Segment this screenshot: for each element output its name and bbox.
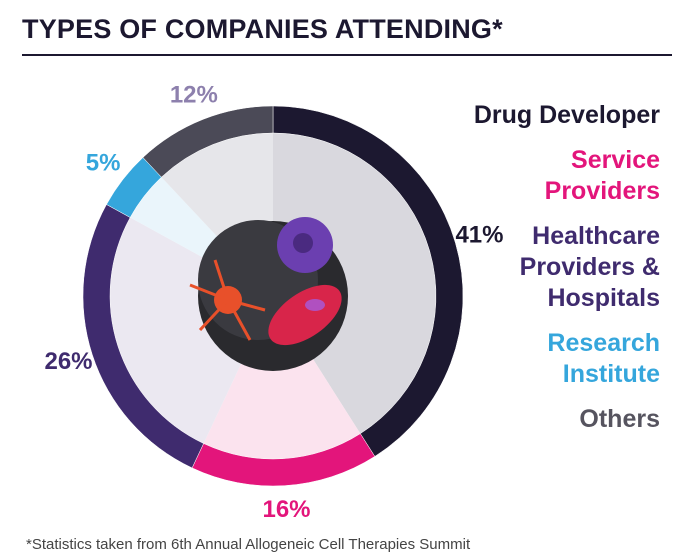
value-label: 41% — [455, 221, 503, 248]
legend: Drug Developer Service Providers Healthcar… — [460, 100, 660, 449]
value-label: 26% — [44, 348, 92, 375]
value-label: 5% — [86, 150, 121, 177]
legend-entry: Service Providers — [544, 146, 660, 205]
purple-nucleus — [293, 233, 313, 253]
red-cells — [268, 284, 342, 346]
legend-entry: Research Institute — [547, 329, 660, 388]
slice-inner — [203, 296, 361, 460]
value-label: 12% — [170, 81, 218, 108]
chart-title: TYPES OF COMPANIES ATTENDING* — [22, 14, 503, 44]
legend-entry: Others — [579, 405, 660, 433]
value-label: 16% — [262, 496, 310, 523]
footnote: *Statistics taken from 6th Annual Alloge… — [26, 536, 471, 553]
slice — [142, 105, 274, 178]
neuron-dendrites — [189, 259, 266, 341]
red-cell-nucleus — [305, 299, 325, 311]
center-image — [189, 217, 348, 371]
title-rule — [22, 54, 672, 56]
legend-entry: Drug Developer — [473, 101, 660, 129]
legend-entry: Healthcare Providers & Hospitals — [519, 222, 660, 312]
